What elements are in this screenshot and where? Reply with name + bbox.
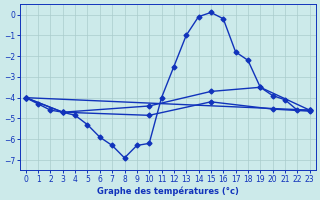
X-axis label: Graphe des températures (°c): Graphe des températures (°c) bbox=[97, 186, 239, 196]
